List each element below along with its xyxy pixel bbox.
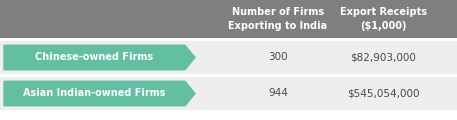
Text: Asian Indian-owned Firms: Asian Indian-owned Firms <box>23 89 166 99</box>
Text: $545,054,000: $545,054,000 <box>347 89 419 99</box>
Text: 944: 944 <box>268 89 288 99</box>
Text: $82,903,000: $82,903,000 <box>350 53 416 63</box>
Text: Export Receipts
($1,000): Export Receipts ($1,000) <box>340 7 426 31</box>
Text: Number of Firms
Exporting to India: Number of Firms Exporting to India <box>228 7 328 31</box>
Bar <box>0 77 457 110</box>
Polygon shape <box>4 45 195 70</box>
Text: Chinese-owned Firms: Chinese-owned Firms <box>36 53 154 63</box>
Bar <box>0 0 457 38</box>
Bar <box>0 41 457 74</box>
Text: 300: 300 <box>268 53 288 63</box>
Polygon shape <box>4 81 195 106</box>
